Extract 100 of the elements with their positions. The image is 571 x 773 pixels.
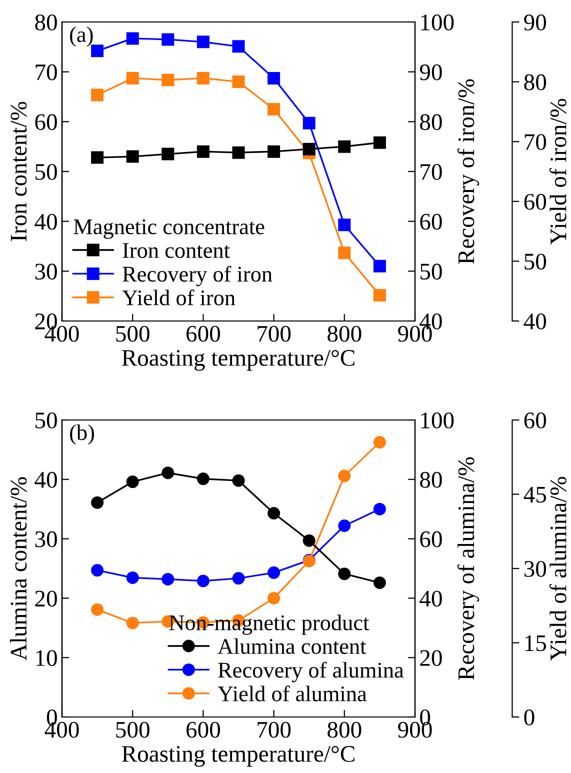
y3-axis-title: Yield of iron/% bbox=[549, 98, 566, 245]
legend-label: Yield of alumina bbox=[218, 686, 367, 702]
point bbox=[302, 142, 316, 156]
x-tick-label: 600 bbox=[186, 326, 220, 342]
point bbox=[268, 145, 280, 158]
y2-axis-title: Recovery of alumina/% bbox=[457, 457, 480, 680]
point bbox=[196, 145, 210, 158]
legend-label: Recovery of alumina bbox=[218, 662, 404, 682]
y-tick-label: 80 bbox=[35, 14, 57, 30]
y3-axis-title: Yield of alumina/% bbox=[549, 476, 566, 661]
legend-label: Recovery of iron bbox=[122, 266, 272, 286]
point bbox=[126, 32, 139, 45]
y2-tick-label: 70 bbox=[420, 164, 442, 180]
point bbox=[373, 576, 386, 590]
point bbox=[302, 534, 316, 547]
y2-tick-label: 20 bbox=[420, 650, 442, 666]
point bbox=[91, 564, 104, 577]
point bbox=[126, 616, 139, 630]
point bbox=[162, 148, 174, 160]
point bbox=[338, 519, 351, 532]
point bbox=[196, 574, 210, 588]
y-tick-label: 40 bbox=[34, 472, 57, 488]
x-tick-label: 800 bbox=[328, 326, 362, 342]
point bbox=[126, 150, 139, 163]
point bbox=[91, 151, 104, 164]
point bbox=[338, 568, 351, 580]
y-tick-label: 70 bbox=[36, 64, 57, 80]
point bbox=[373, 436, 386, 449]
y3-tick-label: 60 bbox=[524, 194, 546, 210]
point bbox=[91, 496, 104, 509]
point bbox=[232, 572, 245, 585]
y2-tick-label: 80 bbox=[420, 472, 442, 488]
point bbox=[338, 218, 351, 232]
y3-tick-label: 90 bbox=[524, 14, 546, 30]
y-axis-title: Alumina content/% bbox=[10, 477, 27, 660]
y3-tick-label: 50 bbox=[524, 254, 546, 270]
point bbox=[91, 88, 104, 102]
annotation: (a) bbox=[70, 26, 93, 47]
point bbox=[268, 566, 280, 579]
legend-label: Alumina content bbox=[218, 638, 366, 654]
point bbox=[196, 72, 210, 84]
point bbox=[373, 136, 386, 149]
y3-tick-label: 70 bbox=[524, 134, 546, 150]
legend-title: Non-magnetic product bbox=[169, 614, 370, 635]
point bbox=[302, 116, 316, 130]
point bbox=[126, 72, 139, 84]
point bbox=[338, 470, 351, 482]
y-tick-label: 60 bbox=[35, 114, 57, 130]
y2-tick-label: 40 bbox=[420, 590, 442, 607]
y3-tick-label: 45 bbox=[524, 486, 546, 503]
y2-tick-label: 60 bbox=[420, 531, 442, 548]
y3-tick-label: 80 bbox=[524, 74, 546, 90]
legend-title: Magnetic concentrate bbox=[74, 219, 264, 239]
point bbox=[162, 33, 174, 46]
y-tick-label: 10 bbox=[36, 650, 57, 666]
point bbox=[196, 472, 210, 486]
y2-tick-label: 100 bbox=[421, 412, 454, 428]
y-tick-label: 30 bbox=[35, 264, 57, 280]
x-tick-label: 500 bbox=[116, 722, 150, 738]
y2-tick-label: 100 bbox=[421, 14, 454, 30]
x-tick-label: 800 bbox=[328, 722, 362, 738]
point bbox=[91, 44, 104, 58]
y3-tick-label: 30 bbox=[524, 560, 546, 577]
point bbox=[268, 103, 280, 116]
y2-axis-title: Recovery of iron/% bbox=[457, 79, 480, 264]
y-tick-label: 40 bbox=[34, 214, 57, 230]
y-tick-label: 20 bbox=[35, 590, 57, 607]
point bbox=[338, 140, 351, 153]
point bbox=[162, 466, 174, 480]
point bbox=[162, 74, 174, 86]
point bbox=[162, 572, 174, 586]
y2-tick-label: 60 bbox=[420, 214, 442, 230]
point bbox=[268, 592, 280, 604]
point bbox=[91, 603, 104, 616]
x-tick-label: 600 bbox=[186, 722, 220, 738]
point bbox=[373, 289, 386, 302]
point bbox=[126, 571, 139, 584]
y2-tick-label: 50 bbox=[420, 264, 442, 280]
point bbox=[373, 260, 386, 272]
y-tick-label: 50 bbox=[36, 412, 57, 428]
y3-tick-label: 15 bbox=[525, 635, 546, 652]
x-axis-title: Roasting temperature/°C bbox=[122, 746, 354, 767]
annotation: (b) bbox=[70, 424, 94, 445]
legend-label: Yield of iron bbox=[122, 290, 236, 306]
y3-tick-label: 60 bbox=[524, 412, 546, 428]
point bbox=[373, 502, 386, 516]
y2-tick-label: 90 bbox=[420, 64, 442, 80]
point bbox=[268, 72, 280, 85]
point bbox=[232, 76, 245, 88]
y2-tick-label: 80 bbox=[420, 114, 442, 130]
x-axis-title: Roasting temperature/°C bbox=[122, 350, 354, 371]
y-tick-label: 50 bbox=[36, 164, 57, 180]
y-axis-title: Iron content/% bbox=[10, 102, 27, 242]
y3-tick-label: 0 bbox=[524, 709, 534, 726]
point bbox=[196, 36, 210, 48]
point bbox=[232, 146, 245, 159]
y3-tick-label: 40 bbox=[524, 313, 546, 330]
x-tick-label: 700 bbox=[258, 722, 291, 738]
legend-label: Iron content bbox=[122, 243, 230, 258]
point bbox=[268, 507, 280, 520]
